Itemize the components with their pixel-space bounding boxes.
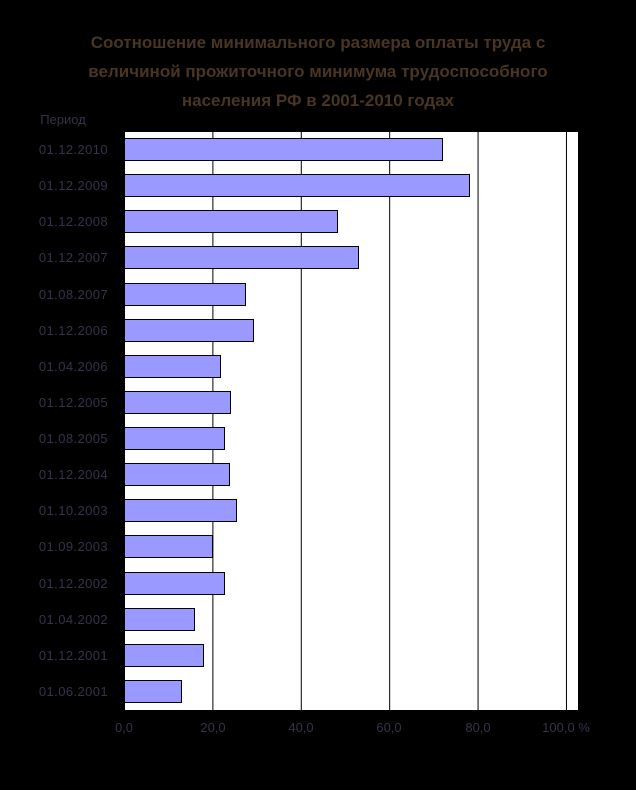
bar [124, 679, 183, 703]
bar [124, 390, 231, 414]
category-label: 01.09.2003 [38, 539, 108, 555]
category-label: 01.08.2007 [38, 286, 108, 302]
category-label: 01.12.2007 [38, 250, 108, 266]
category-axis-header: Период [40, 112, 86, 127]
bar [124, 535, 214, 559]
category-label: 01.04.2006 [38, 358, 108, 374]
chart-title-line-3: населения РФ в 2001-2010 годах [181, 91, 455, 110]
bar [124, 210, 339, 234]
x-axis: 0,0 20,0 40,0 60,0 80,0 100,0 % [115, 720, 636, 740]
chart-row: 01.12.2010 [39, 132, 578, 168]
x-tick-label: 20,0 [200, 720, 226, 735]
bar [124, 318, 254, 342]
chart-row: 01.09.2003 [39, 529, 578, 565]
x-tick-label: 100,0 % [542, 720, 590, 735]
chart-title-line-2: величиной прожиточного минимума трудоспо… [88, 62, 548, 81]
chart-row: 01.12.2009 [39, 168, 578, 204]
category-label: 01.12.2010 [38, 142, 108, 157]
x-tick-label: 60,0 [376, 720, 402, 735]
chart-row: 01.04.2002 [39, 602, 578, 638]
bar [124, 607, 196, 631]
bar [124, 138, 444, 161]
bar [124, 354, 222, 378]
bar [124, 499, 238, 523]
chart-row: 01.12.2001 [39, 638, 578, 674]
x-tick-label: 0,0 [114, 720, 134, 735]
chart-row: 01.12.2006 [39, 313, 578, 349]
chart-row: 01.08.2005 [39, 421, 578, 457]
chart-row: 01.12.2005 [39, 385, 578, 421]
x-tick-label: 40,0 [288, 720, 314, 735]
category-label: 01.12.2002 [38, 575, 108, 591]
category-label: 01.12.2001 [38, 647, 108, 663]
chart-row: 01.10.2003 [39, 493, 578, 529]
bar [124, 571, 225, 595]
chart-title: Соотношение минимального размера оплаты … [0, 28, 636, 115]
x-tick-label: 80,0 [465, 720, 491, 735]
bar [124, 643, 204, 667]
plot-area: 01.12.2010 01.12.2009 01.12.2008 01.12.2007… [39, 132, 578, 710]
chart-row: 01.06.2001 [39, 674, 578, 710]
bar [124, 246, 360, 270]
category-label: 01.06.2001 [38, 683, 108, 699]
category-label: 01.12.2009 [38, 178, 108, 194]
chart-title-line-1: Соотношение минимального размера оплаты … [90, 33, 546, 52]
bar [124, 174, 471, 198]
chart-row: 01.12.2008 [39, 204, 578, 240]
category-label: 01.12.2004 [38, 467, 108, 483]
category-label: 01.10.2003 [38, 503, 108, 519]
category-label: 01.12.2008 [38, 214, 108, 230]
chart-row: 01.12.2002 [39, 566, 578, 602]
chart-row: 01.08.2007 [39, 277, 578, 313]
category-label: 01.08.2005 [38, 431, 108, 446]
chart-row: 01.12.2004 [39, 457, 578, 493]
bar [124, 427, 225, 450]
bar [124, 282, 246, 306]
category-label: 01.04.2002 [38, 611, 108, 627]
category-label: 01.12.2005 [38, 394, 108, 410]
chart-row: 01.04.2006 [39, 349, 578, 385]
bar [124, 463, 231, 487]
chart-row: 01.12.2007 [39, 240, 578, 276]
category-label: 01.12.2006 [38, 322, 108, 338]
